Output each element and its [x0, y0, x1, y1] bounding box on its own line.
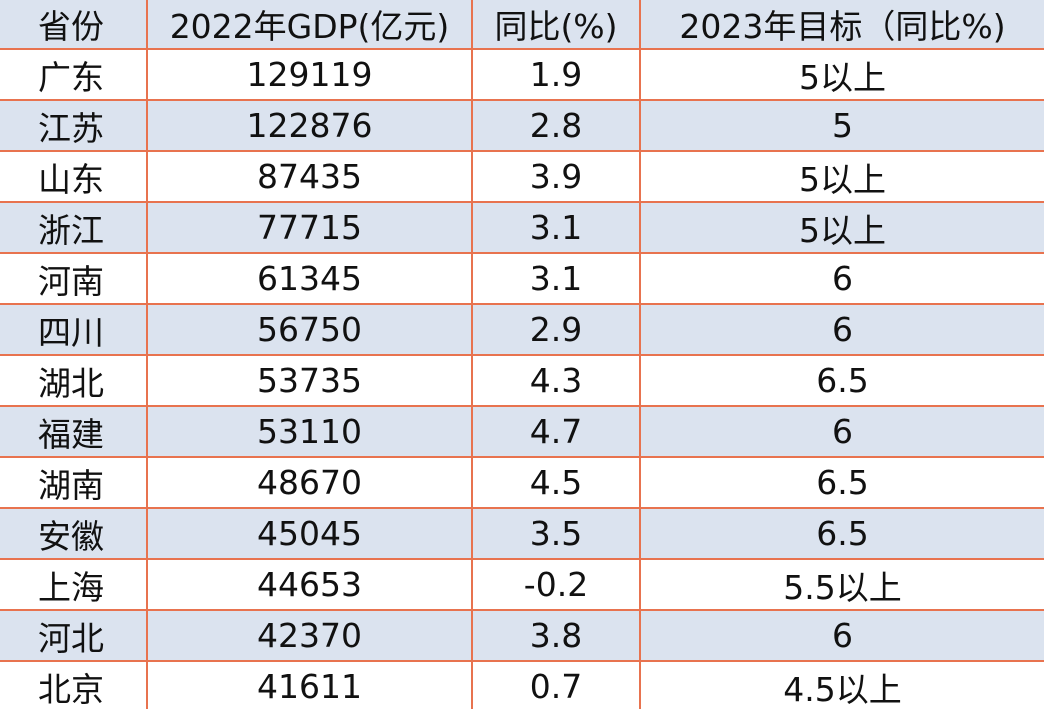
table-cell: 6 — [641, 611, 1044, 662]
table-cell: 6.5 — [641, 509, 1044, 560]
table-cell: 87435 — [148, 152, 473, 203]
table-cell: 3.1 — [473, 203, 641, 254]
table-cell: 浙江 — [0, 203, 148, 254]
table-cell: 4.5以上 — [641, 662, 1044, 709]
table-cell: 3.5 — [473, 509, 641, 560]
table-cell: 56750 — [148, 305, 473, 356]
table-cell: 4.7 — [473, 407, 641, 458]
table-cell: 四川 — [0, 305, 148, 356]
table-cell: 3.9 — [473, 152, 641, 203]
table-cell: 山东 — [0, 152, 148, 203]
table-cell: 6 — [641, 407, 1044, 458]
table-cell: 3.8 — [473, 611, 641, 662]
table-cell: 44653 — [148, 560, 473, 611]
table-cell: 5以上 — [641, 50, 1044, 101]
table-cell: 河北 — [0, 611, 148, 662]
table-cell: 5以上 — [641, 203, 1044, 254]
table-cell: 53110 — [148, 407, 473, 458]
table-cell: 湖北 — [0, 356, 148, 407]
table-cell: 77715 — [148, 203, 473, 254]
header-cell: 省份 — [0, 0, 148, 50]
table-cell: 122876 — [148, 101, 473, 152]
header-cell: 2023年目标（同比%) — [641, 0, 1044, 50]
header-cell: 2022年GDP(亿元) — [148, 0, 473, 50]
table-cell: 41611 — [148, 662, 473, 709]
table-cell: 3.1 — [473, 254, 641, 305]
table-cell: 6.5 — [641, 356, 1044, 407]
table-cell: 45045 — [148, 509, 473, 560]
table-cell: 129119 — [148, 50, 473, 101]
table-cell: 2.9 — [473, 305, 641, 356]
table-cell: 广东 — [0, 50, 148, 101]
table-cell: 4.3 — [473, 356, 641, 407]
table-cell: 5.5以上 — [641, 560, 1044, 611]
table-cell: 5以上 — [641, 152, 1044, 203]
table-cell: 6.5 — [641, 458, 1044, 509]
table-cell: 河南 — [0, 254, 148, 305]
table-cell: 6 — [641, 305, 1044, 356]
table-cell: 0.7 — [473, 662, 641, 709]
header-cell: 同比(%) — [473, 0, 641, 50]
table-cell: 5 — [641, 101, 1044, 152]
table-cell: 6 — [641, 254, 1044, 305]
table-cell: 2.8 — [473, 101, 641, 152]
table-cell: -0.2 — [473, 560, 641, 611]
table-cell: 48670 — [148, 458, 473, 509]
table-cell: 上海 — [0, 560, 148, 611]
table-cell: 1.9 — [473, 50, 641, 101]
table-cell: 北京 — [0, 662, 148, 709]
table-cell: 湖南 — [0, 458, 148, 509]
table-cell: 江苏 — [0, 101, 148, 152]
table-cell: 安徽 — [0, 509, 148, 560]
table-cell: 53735 — [148, 356, 473, 407]
table-cell: 福建 — [0, 407, 148, 458]
table-cell: 42370 — [148, 611, 473, 662]
table-cell: 4.5 — [473, 458, 641, 509]
table-cell: 61345 — [148, 254, 473, 305]
